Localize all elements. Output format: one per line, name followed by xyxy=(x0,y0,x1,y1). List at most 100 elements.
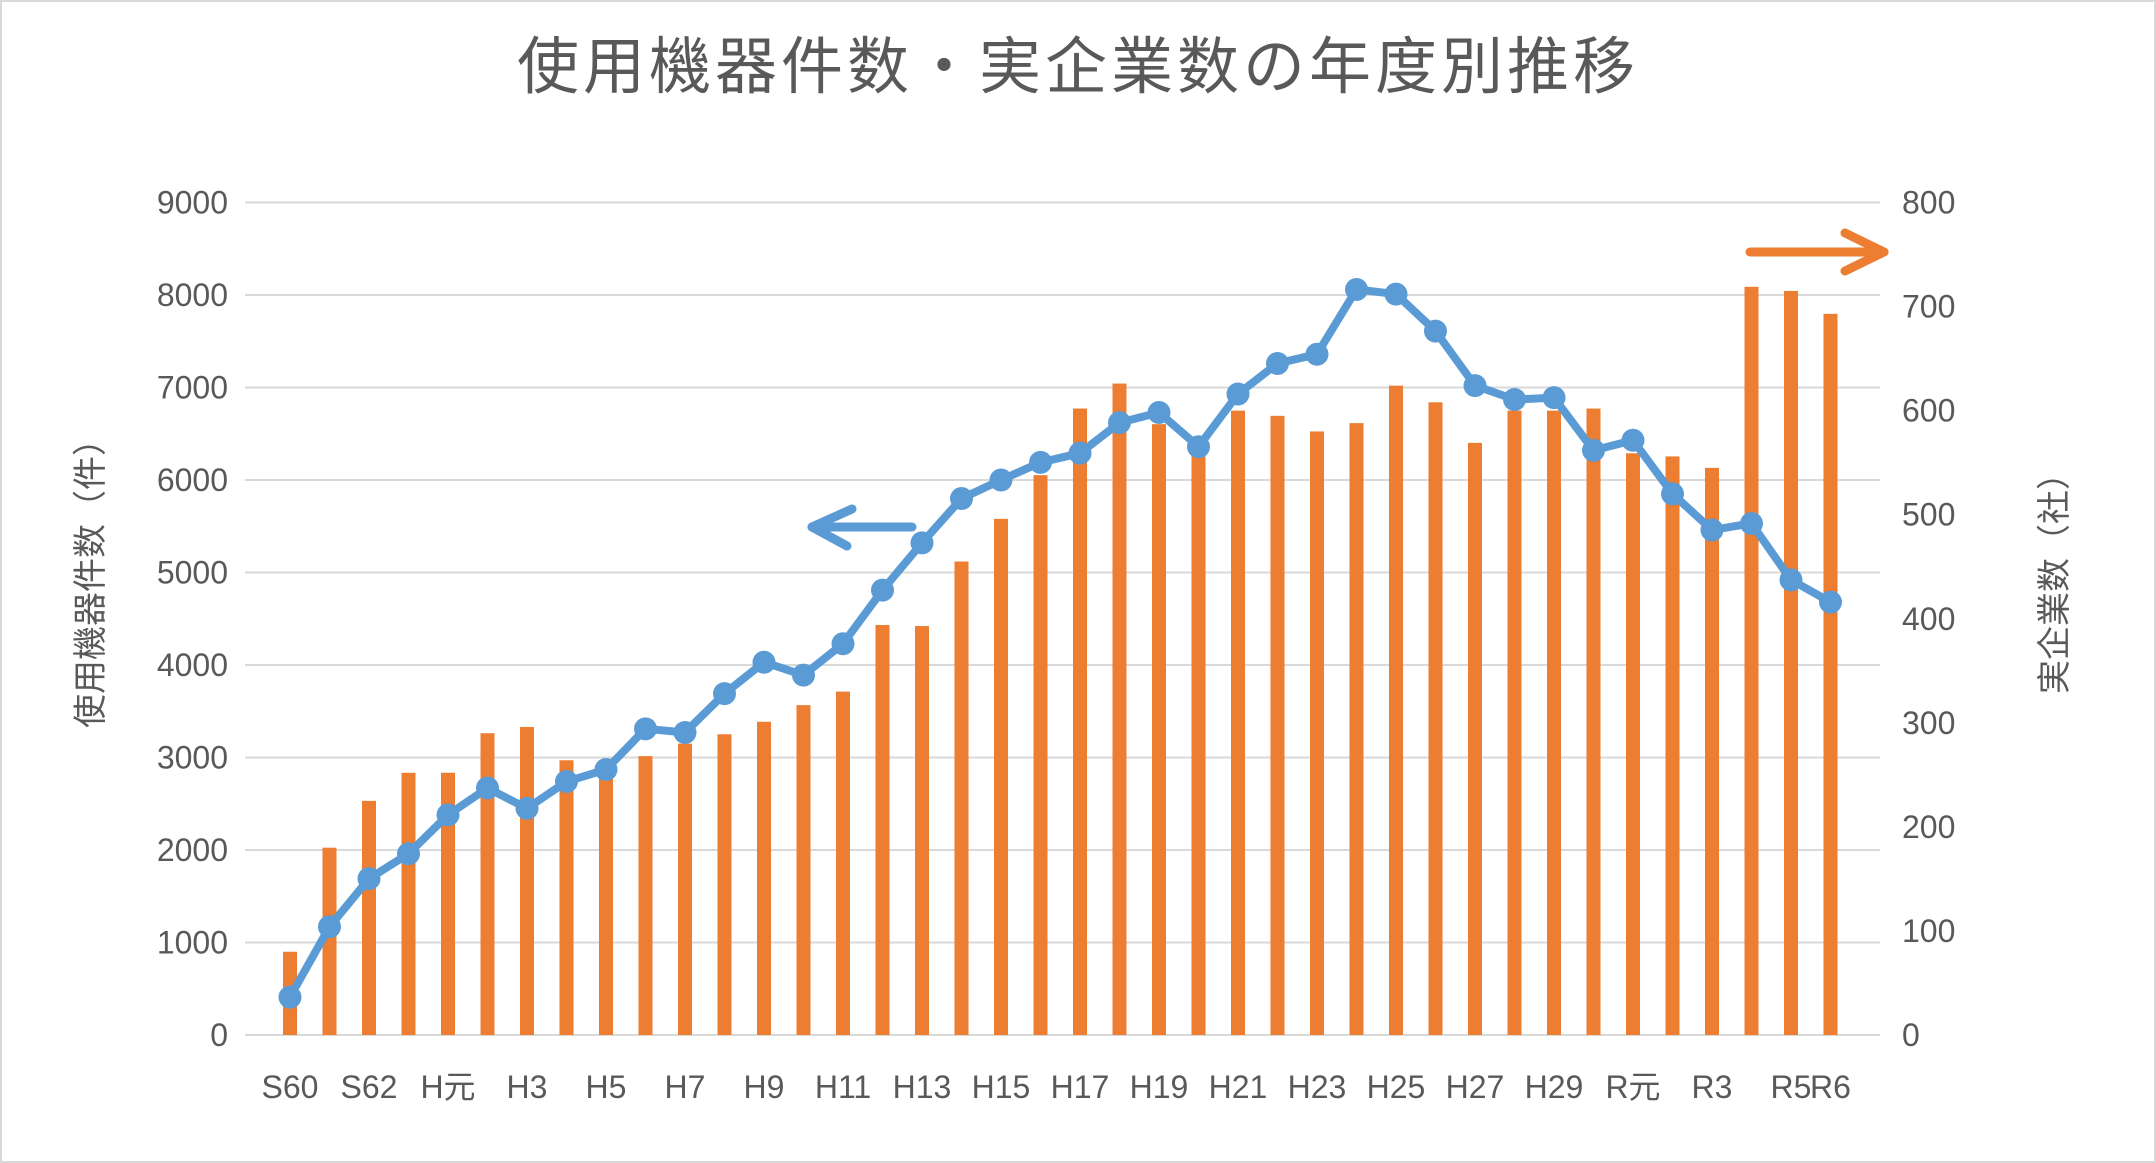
bar-H30 xyxy=(1586,408,1601,1035)
line-point-H16 xyxy=(1029,450,1052,474)
x-tick-H27: H27 xyxy=(1446,1069,1505,1105)
bar-H19 xyxy=(1152,424,1166,1035)
line-point-H元 xyxy=(436,803,460,827)
line-point-H23 xyxy=(1305,342,1329,366)
x-axis-tick-labels: S60 S62 H元 H3 H5 H7 H9 H11 H13 H15 H17 H19 H21 H23 H25… xyxy=(262,1069,1851,1105)
x-tick-R元: R元 xyxy=(1605,1069,1660,1105)
bar-H16 xyxy=(1033,475,1048,1035)
line-point-H28 xyxy=(1503,388,1526,412)
right-tick-500: 500 xyxy=(1902,497,1955,533)
line-point-H14 xyxy=(950,487,973,510)
right-tick-800: 800 xyxy=(1902,185,1955,221)
line-path xyxy=(286,285,1835,1002)
right-tick-100: 100 xyxy=(1902,913,1955,949)
x-tick-H元: H元 xyxy=(420,1069,475,1105)
line-point-H17 xyxy=(1068,441,1092,465)
bar-H4 xyxy=(559,760,574,1035)
x-tick-H23: H23 xyxy=(1288,1069,1347,1105)
left-tick-4000: 4000 xyxy=(157,647,228,683)
x-tick-H21: H21 xyxy=(1209,1069,1268,1105)
line-point-H25 xyxy=(1384,282,1408,306)
line-point-R元 xyxy=(1621,428,1645,452)
line-point-R4 xyxy=(1740,511,1763,535)
left-tick-1000: 1000 xyxy=(157,925,228,961)
x-tick-H29: H29 xyxy=(1525,1069,1584,1105)
x-tick-H15: H15 xyxy=(972,1069,1031,1105)
bar-H18 xyxy=(1112,383,1127,1036)
x-tick-H17: H17 xyxy=(1051,1069,1110,1105)
bar-H5 xyxy=(599,762,613,1035)
x-tick-R6: R6 xyxy=(1810,1069,1851,1105)
x-tick-H5: H5 xyxy=(586,1069,627,1105)
bar-R2 xyxy=(1665,456,1680,1036)
bar-H28 xyxy=(1507,410,1522,1035)
left-tick-0: 0 xyxy=(210,1017,228,1053)
left-tick-9000: 9000 xyxy=(157,185,228,221)
bar-H元 xyxy=(441,772,455,1035)
bar-H14 xyxy=(954,561,969,1035)
bar-H25 xyxy=(1389,385,1403,1035)
line-point-H26 xyxy=(1424,319,1447,343)
left-tick-3000: 3000 xyxy=(157,740,228,776)
right-axis-tick-labels: 0 100 200 300 400 500 600 700 800 xyxy=(1902,185,1955,1054)
gridlines xyxy=(245,201,1880,1036)
line-point-H2 xyxy=(476,776,499,800)
bar-R4 xyxy=(1744,286,1759,1035)
bar-H15 xyxy=(994,518,1008,1035)
bar-H10 xyxy=(796,705,811,1035)
bar-R6 xyxy=(1823,313,1838,1035)
right-tick-300: 300 xyxy=(1902,705,1955,741)
bar-H17 xyxy=(1073,408,1087,1035)
x-tick-H19: H19 xyxy=(1130,1069,1189,1105)
left-tick-7000: 7000 xyxy=(157,370,228,406)
line-point-H12 xyxy=(871,578,894,602)
line-point-S61 xyxy=(318,915,341,939)
line-point-H24 xyxy=(1345,277,1368,301)
line-point-H13 xyxy=(910,531,934,555)
x-tick-S60: S60 xyxy=(262,1069,319,1105)
left-axis-title: 使用機器件数（件） xyxy=(72,422,110,728)
line-point-H10 xyxy=(792,663,815,687)
line-point-S63 xyxy=(397,842,420,866)
bar-H6 xyxy=(638,756,653,1035)
right-axis-title: 実企業数（社） xyxy=(2036,456,2074,694)
line-point-H7 xyxy=(673,721,697,745)
line-point-H27 xyxy=(1463,374,1487,398)
left-tick-5000: 5000 xyxy=(157,555,228,591)
bar-H22 xyxy=(1270,415,1285,1035)
line-point-H4 xyxy=(555,770,578,794)
right-tick-0: 0 xyxy=(1902,1017,1920,1053)
bar-H2 xyxy=(480,733,495,1035)
x-tick-R3: R3 xyxy=(1692,1069,1733,1105)
line-point-H5 xyxy=(594,758,618,782)
x-tick-H11: H11 xyxy=(815,1069,871,1105)
left-axis-tick-labels: 0 1000 2000 3000 4000 5000 6000 7000 8000 9000 xyxy=(157,185,228,1054)
bar-H29 xyxy=(1547,410,1561,1035)
right-tick-600: 600 xyxy=(1902,393,1955,429)
line-series xyxy=(278,277,1842,1009)
bar-R元 xyxy=(1626,453,1640,1035)
bar-H13 xyxy=(915,626,929,1035)
bar-H9 xyxy=(757,721,771,1035)
bar-S63 xyxy=(401,772,416,1035)
line-point-S60 xyxy=(278,985,302,1009)
bar-H3 xyxy=(520,726,534,1035)
x-tick-H13: H13 xyxy=(893,1069,952,1105)
x-tick-H3: H3 xyxy=(507,1069,548,1105)
right-tick-400: 400 xyxy=(1902,601,1955,637)
line-point-H21 xyxy=(1226,382,1250,406)
bar-R3 xyxy=(1705,467,1719,1035)
bar-H12 xyxy=(875,624,890,1035)
bar-H20 xyxy=(1191,456,1206,1036)
left-axis-arrow-icon xyxy=(807,504,917,551)
bar-H26 xyxy=(1428,402,1443,1035)
right-tick-700: 700 xyxy=(1902,289,1955,325)
line-point-R2 xyxy=(1661,482,1684,506)
bar-H7 xyxy=(678,743,692,1035)
bar-H8 xyxy=(717,734,732,1035)
bar-H23 xyxy=(1310,431,1324,1035)
line-point-H30 xyxy=(1582,438,1605,462)
